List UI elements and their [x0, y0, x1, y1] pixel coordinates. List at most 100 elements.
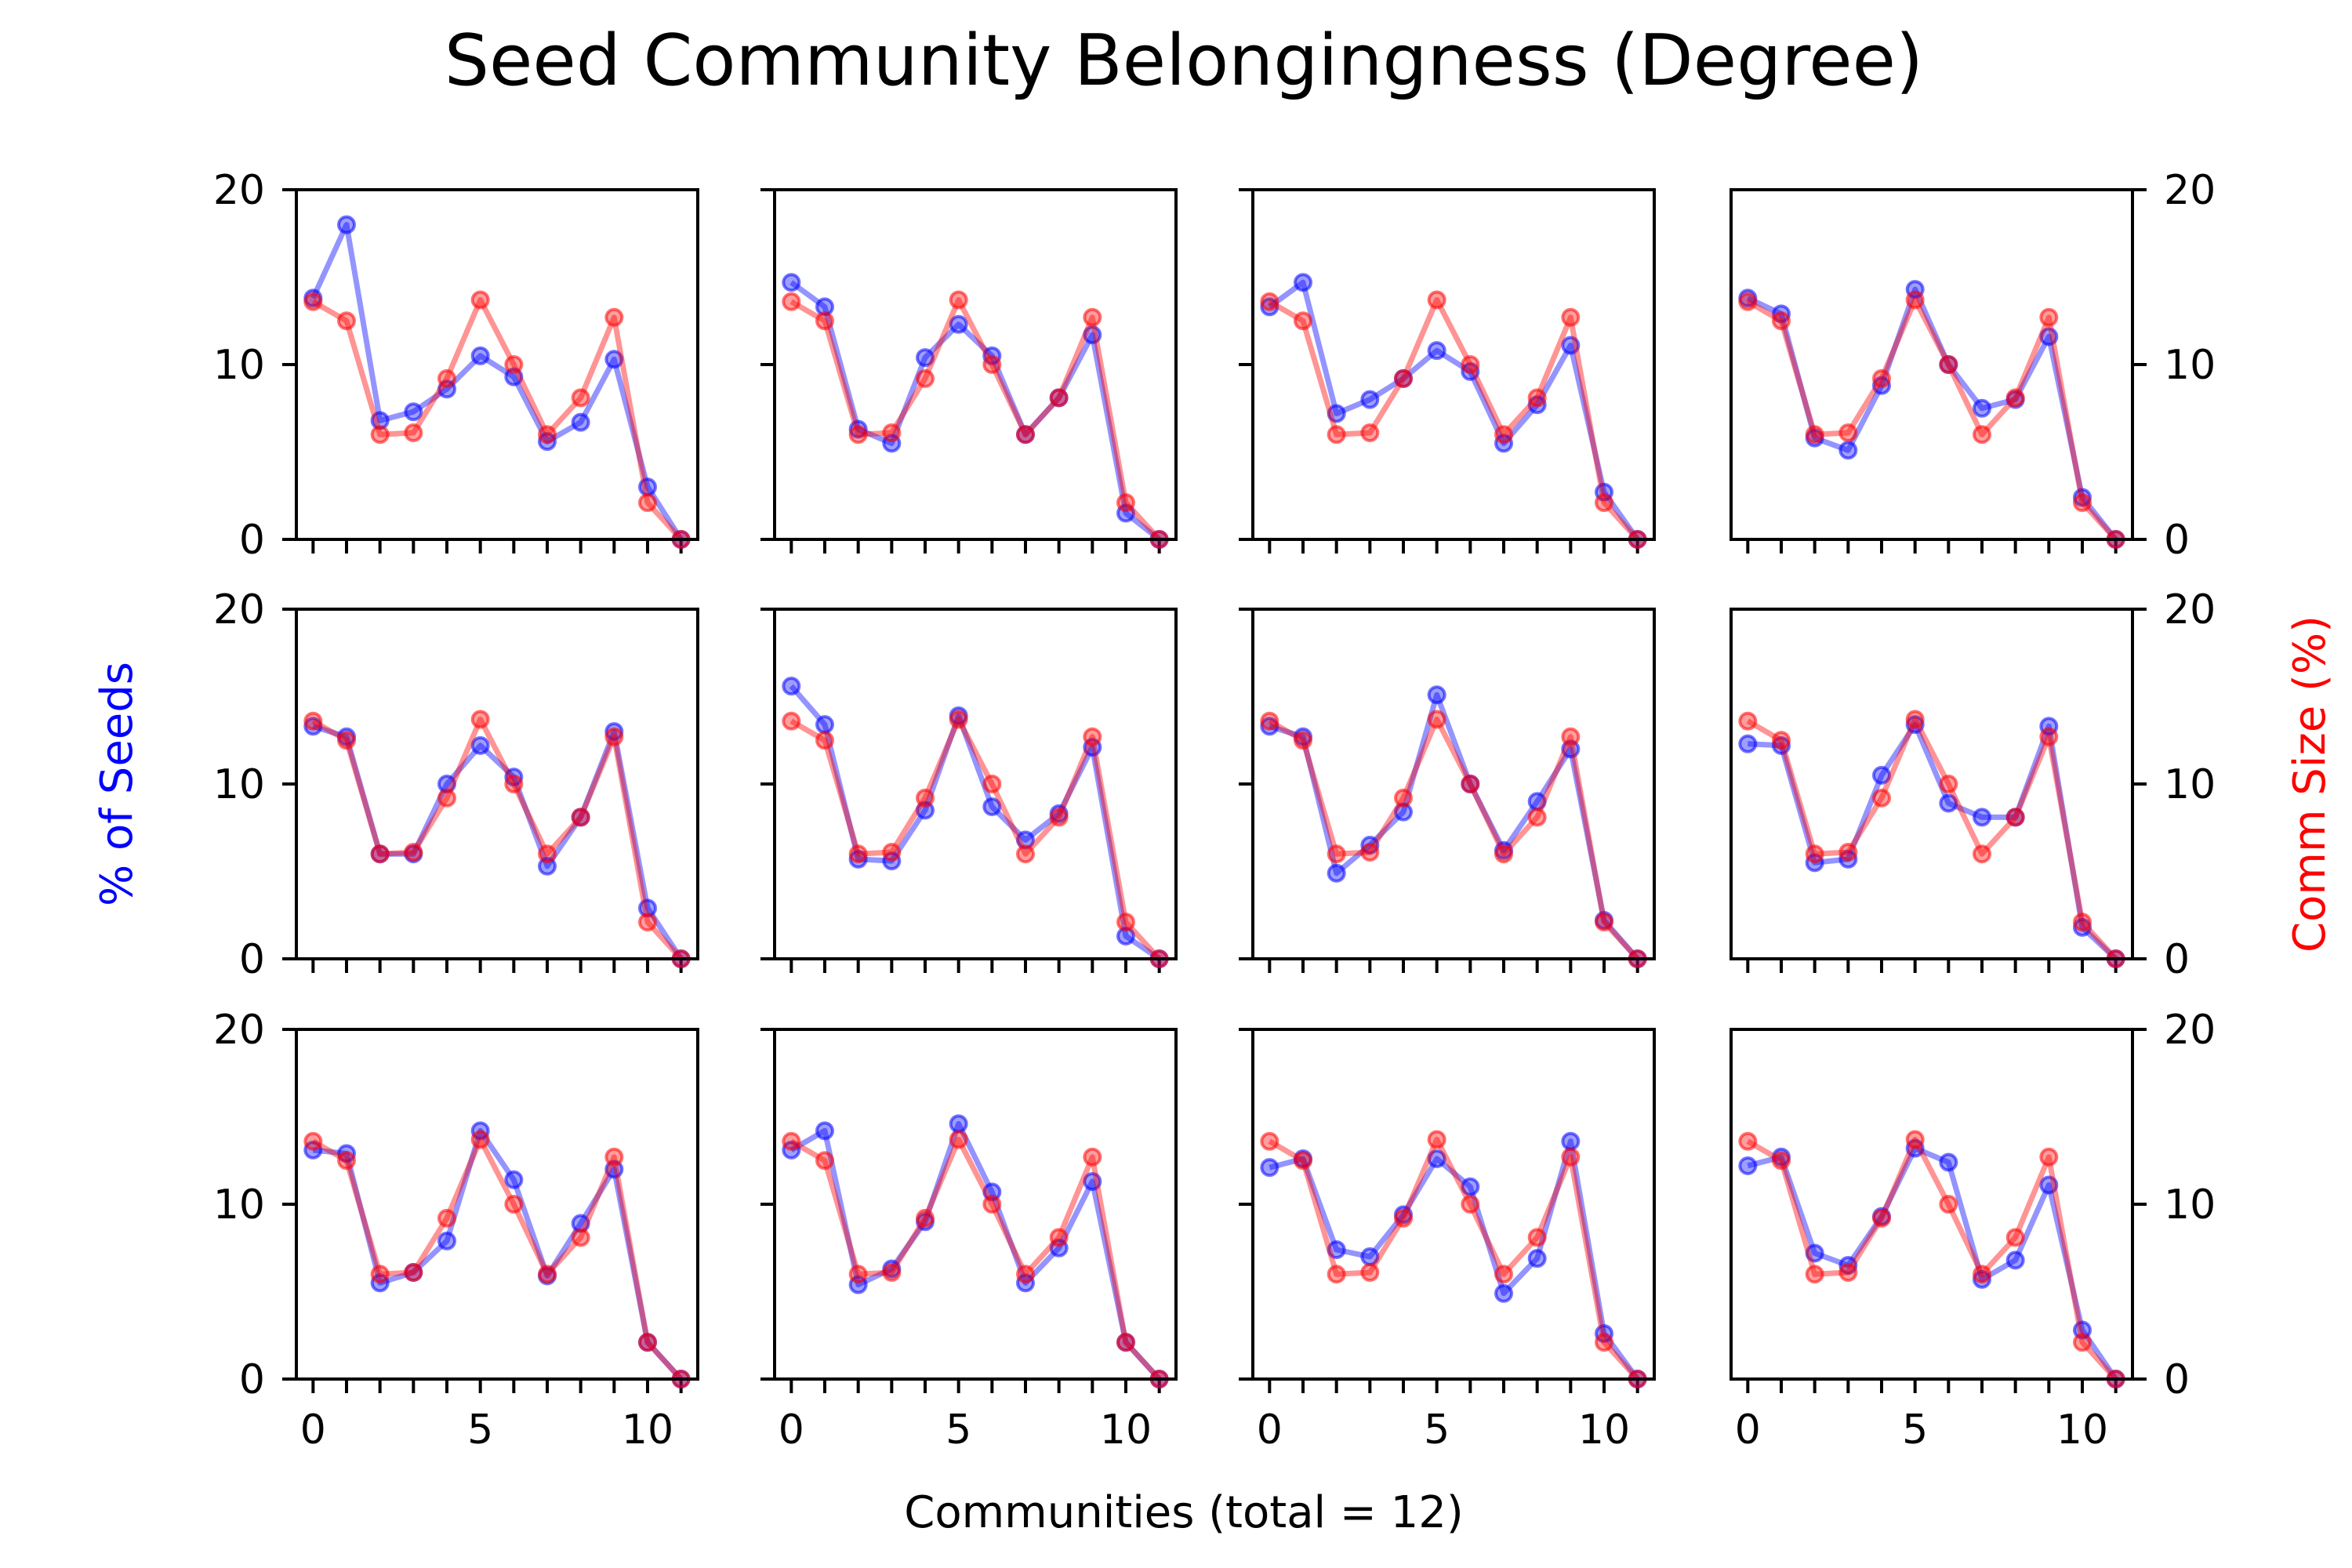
plot-frame — [1730, 188, 2134, 541]
comm-size-point — [303, 1131, 323, 1151]
comm-size-point — [1294, 731, 1312, 750]
comm-size-point — [815, 731, 834, 750]
plot-frame — [1251, 1028, 1656, 1381]
comm-size-point — [337, 311, 356, 331]
seeds-point — [1427, 1149, 1446, 1169]
comm-size-point — [1838, 1262, 1858, 1282]
comm-size-point — [848, 425, 868, 445]
comm-size-point — [1738, 711, 1758, 731]
comm-size-point — [370, 425, 390, 445]
seeds-point — [437, 1231, 456, 1250]
comm-size-point — [638, 493, 657, 513]
seeds-line — [1269, 1138, 1640, 1381]
comm-size-point — [437, 1208, 456, 1228]
x-tick-label: 0 — [1257, 1406, 1283, 1454]
seeds-point — [1394, 802, 1413, 822]
seeds-line — [1269, 691, 1640, 961]
comm-size-point — [1427, 710, 1446, 729]
seeds-line — [1268, 279, 1640, 542]
seeds-point — [1260, 297, 1279, 317]
seeds-point — [1116, 927, 1135, 946]
comm-size-point — [2005, 808, 2025, 827]
plot-frame — [295, 1028, 699, 1381]
comm-size-point — [2073, 1333, 2092, 1352]
comm-size-point — [1427, 290, 1446, 310]
comm-size-point — [1772, 1151, 1791, 1171]
seeds-point — [1738, 734, 1758, 753]
comm-size-point — [2005, 1228, 2025, 1247]
comm-size-point — [1083, 727, 1102, 746]
comm-size-point — [470, 710, 490, 729]
comm-size-point — [638, 1333, 657, 1352]
comm-size-point — [1461, 775, 1480, 793]
comm-size-point — [437, 788, 456, 808]
seeds-point — [370, 411, 390, 430]
comm-size-point — [1561, 307, 1581, 327]
comm-size-point — [2005, 388, 2025, 408]
comm-size-line — [311, 1137, 684, 1381]
x-tick-label: 0 — [300, 1406, 326, 1454]
seeds-point — [571, 1214, 590, 1233]
comm-size-point — [2073, 913, 2092, 932]
comm-size-line — [1268, 717, 1640, 961]
comm-size-point — [1939, 775, 1958, 793]
comm-size-point — [337, 731, 356, 750]
seeds-point — [1527, 1249, 1547, 1269]
comm-size-point — [916, 368, 935, 388]
comm-size-point — [782, 711, 801, 731]
subplot-2-4: 0 10 20 — [1730, 586, 2216, 983]
comm-size-point — [1360, 423, 1380, 442]
comm-size-point — [1772, 731, 1791, 750]
comm-size-line — [1268, 297, 1640, 542]
seeds-point — [916, 348, 935, 368]
comm-size-line — [789, 1137, 1162, 1381]
seeds-point — [949, 1114, 968, 1134]
seeds-line — [789, 1120, 1162, 1381]
seeds-point — [782, 273, 801, 292]
comm-size-point — [571, 808, 590, 827]
comm-size-point — [604, 1147, 624, 1167]
y-tick-label-left: 20 — [213, 167, 265, 214]
plot-frame — [295, 608, 699, 960]
comm-size-point — [1805, 1265, 1824, 1284]
comm-size-point — [370, 1265, 390, 1284]
seeds-line — [1746, 286, 2118, 542]
comm-size-point — [1595, 493, 1613, 513]
comm-size-point — [949, 710, 968, 729]
comm-size-point — [638, 913, 657, 932]
comm-size-point — [1461, 355, 1480, 374]
x-tick-label: 10 — [1578, 1406, 1630, 1454]
y-tick-label-left: 0 — [239, 517, 265, 564]
comm-size-line — [311, 717, 684, 961]
comm-size-point — [1561, 727, 1581, 746]
comm-size-point — [1939, 1195, 1958, 1214]
y-tick-label-left: 0 — [239, 1356, 265, 1403]
comm-size-point — [1595, 1333, 1613, 1352]
comm-size-point — [848, 844, 868, 864]
comm-size-point — [604, 727, 624, 746]
comm-size-point — [1016, 1265, 1035, 1284]
comm-size-point — [1738, 292, 1758, 311]
y-tick-label-right: 20 — [2164, 167, 2216, 214]
seeds-point — [1427, 341, 1446, 361]
y-tick-label-left: 10 — [213, 342, 265, 389]
plot-frame — [773, 1028, 1178, 1381]
comm-size-point — [1083, 307, 1102, 327]
chart-title: Seed Community Belongingness (Degree) — [445, 20, 1923, 102]
y-tick-label-right: 10 — [2164, 342, 2216, 389]
seeds-point — [504, 1170, 524, 1189]
comm-size-point — [1838, 842, 1858, 862]
seeds-point — [638, 898, 657, 918]
seeds-point — [470, 346, 490, 365]
comm-size-point — [1260, 1131, 1279, 1151]
comm-size-point — [815, 1151, 834, 1171]
comm-size-point — [1595, 913, 1613, 932]
comm-size-point — [2073, 493, 2092, 513]
comm-size-point — [470, 290, 490, 310]
seeds-point — [848, 419, 868, 439]
comm-size-point — [1872, 368, 1891, 388]
comm-size-point — [1394, 368, 1413, 388]
plot-frame — [1251, 188, 1656, 541]
seeds-point — [604, 722, 624, 742]
